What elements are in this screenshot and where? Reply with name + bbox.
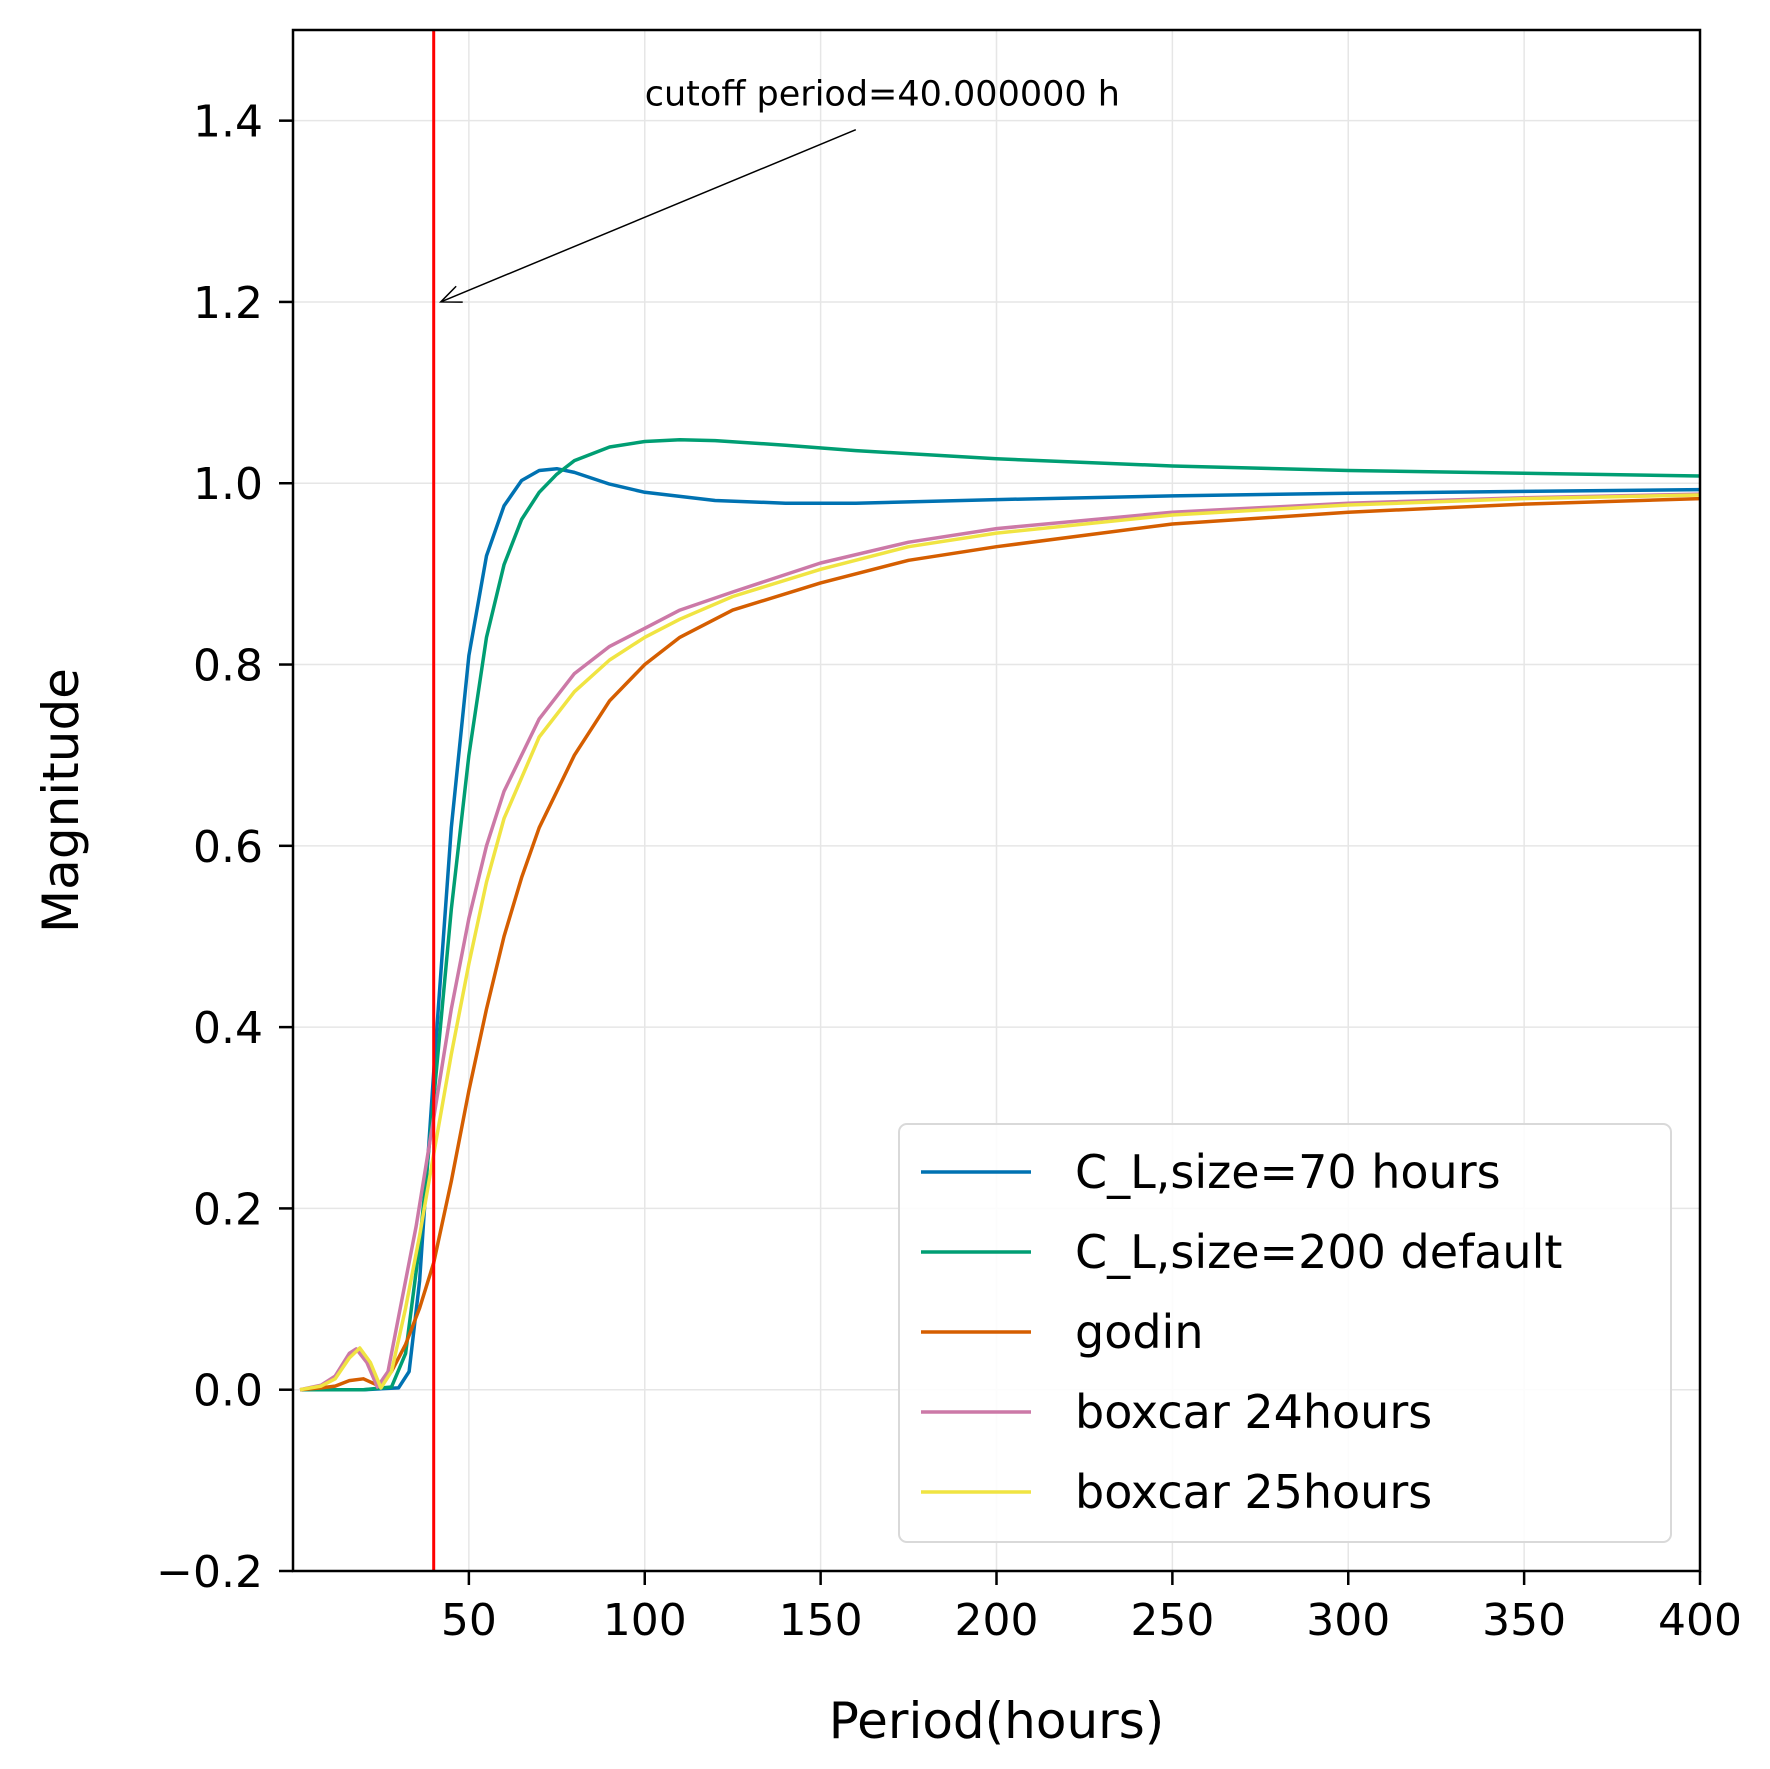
legend: C_L,size=70 hours C_L,size=200 default god… [898,1123,1672,1543]
x-tick-label: 100 [603,1595,687,1646]
annotation-arrow [440,129,857,303]
y-tick-label: 0.8 [193,641,263,692]
x-tick-label: 350 [1482,1595,1566,1646]
y-tick-label: 1.2 [193,278,263,329]
x-tick-label: 50 [441,1595,497,1646]
y-tick-label: 0.2 [193,1184,263,1235]
legend-label: godin [1075,1305,1203,1359]
y-tick-label: 0.0 [193,1366,263,1417]
legend-box [898,1123,1672,1543]
x-tick-label: 250 [1130,1595,1214,1646]
x-axis-label: Period(hours) [829,1692,1165,1750]
x-axis: 50 100 150 200 250 300 350 400 [441,1571,1742,1646]
y-tick-label: −0.2 [156,1547,263,1598]
legend-label: C_L,size=70 hours [1075,1145,1501,1199]
y-tick-label: 1.0 [193,459,263,510]
x-tick-label: 400 [1658,1595,1742,1646]
series-line-3 [299,492,1701,1392]
series-line-2 [299,496,1701,1392]
x-tick-label: 300 [1306,1595,1390,1646]
y-tick-label: 1.4 [193,97,263,148]
y-axis-label: Magnitude [32,668,90,933]
annotation-arrowhead [438,285,463,303]
series-line-0 [300,466,1701,1392]
x-tick-label: 150 [779,1595,863,1646]
series-layer [299,437,1701,1392]
series-line-4 [299,493,1701,1392]
legend-label: boxcar 24hours [1075,1385,1432,1439]
y-axis: −0.2 0.0 0.2 0.4 0.6 0.8 1.0 1.2 1.4 [156,97,293,1598]
legend-label: boxcar 25hours [1075,1465,1432,1519]
legend-label: C_L,size=200 default [1075,1225,1562,1279]
y-tick-label: 0.4 [193,1003,263,1054]
y-tick-label: 0.6 [193,822,263,873]
x-tick-label: 200 [955,1595,1039,1646]
annotation-text: cutoff period=40.000000 h [645,74,1120,114]
cutoff-annotation: cutoff period=40.000000 h [438,74,1120,303]
